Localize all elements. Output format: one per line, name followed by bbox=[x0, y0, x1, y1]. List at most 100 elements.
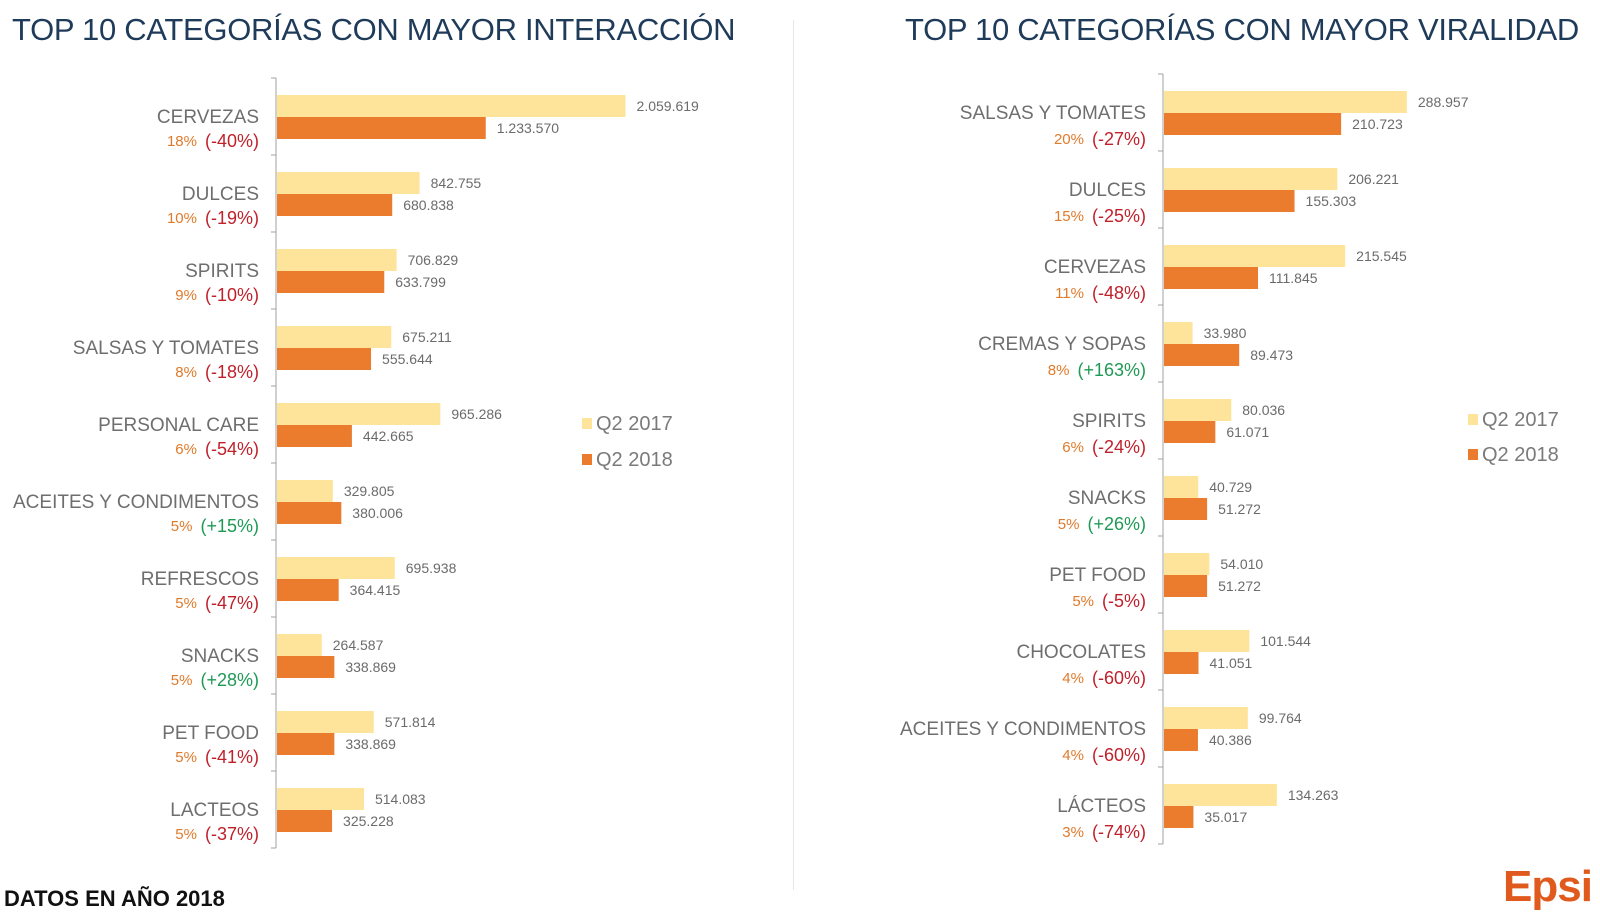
change-label: (-27%) bbox=[1092, 129, 1146, 149]
share-label: 18% bbox=[167, 133, 197, 150]
change-label: (-10%) bbox=[205, 285, 259, 305]
bar-q2-2018 bbox=[277, 656, 335, 678]
bar-q2-2018 bbox=[1164, 575, 1208, 597]
category-label: PET FOOD bbox=[162, 723, 259, 744]
legend-label-q2-2017: Q2 2017 bbox=[596, 413, 673, 435]
value-label-q2-2017: 33.980 bbox=[1204, 325, 1247, 341]
bar-q2-2018 bbox=[277, 502, 342, 524]
value-label-q2-2017: 675.211 bbox=[402, 329, 452, 345]
value-label-q2-2018: 51.272 bbox=[1218, 501, 1261, 517]
bar-q2-2017 bbox=[277, 788, 364, 810]
category-label: DULCES bbox=[1069, 180, 1146, 201]
legend-swatch-q2-2018 bbox=[582, 454, 592, 465]
share-label: 5% bbox=[171, 672, 193, 689]
bar-q2-2017 bbox=[277, 403, 441, 425]
share-label: 9% bbox=[175, 287, 197, 304]
category-label: ACEITES Y CONDIMENTOS bbox=[13, 492, 259, 513]
category-label: REFRESCOS bbox=[141, 569, 259, 590]
bar-q2-2017 bbox=[1164, 476, 1199, 498]
bar-q2-2017 bbox=[277, 95, 626, 117]
value-label-q2-2018: 380.006 bbox=[352, 505, 403, 521]
bar-q2-2018 bbox=[1164, 729, 1198, 751]
viralidad-bar-chart: 288.957 210.723 SALSAS Y TOMATES (-27%) 20% 2… bbox=[900, 73, 1559, 845]
share-label: 3% bbox=[1062, 824, 1084, 841]
bar-q2-2017 bbox=[1164, 322, 1193, 344]
category-label: LACTEOS bbox=[170, 800, 259, 821]
value-label-q2-2017: 329.805 bbox=[344, 483, 395, 499]
value-label-q2-2018: 338.869 bbox=[345, 736, 396, 752]
value-label-q2-2017: 206.221 bbox=[1348, 171, 1399, 187]
value-label-q2-2018: 633.799 bbox=[395, 274, 446, 290]
value-label-q2-2017: 40.729 bbox=[1209, 479, 1252, 495]
change-label: (-60%) bbox=[1092, 668, 1146, 688]
share-label: 6% bbox=[175, 441, 197, 458]
value-label-q2-2018: 155.303 bbox=[1306, 193, 1357, 209]
bar-q2-2017 bbox=[277, 557, 395, 579]
category-label: SALSAS Y TOMATES bbox=[960, 103, 1146, 124]
legend-swatch-q2-2018 bbox=[1468, 449, 1478, 460]
change-label: (+163%) bbox=[1077, 360, 1146, 380]
share-label: 20% bbox=[1054, 131, 1084, 148]
bar-q2-2018 bbox=[277, 194, 393, 216]
category-label: PET FOOD bbox=[1049, 565, 1146, 586]
bar-q2-2017 bbox=[1164, 91, 1407, 113]
category-label: CREMAS Y SOPAS bbox=[978, 334, 1146, 355]
bar-q2-2017 bbox=[277, 711, 374, 733]
value-label-q2-2017: 264.587 bbox=[333, 637, 384, 653]
chart-title-viralidad: TOP 10 CATEGORÍAS CON MAYOR VIRALIDAD bbox=[905, 12, 1579, 47]
legend-label-q2-2018: Q2 2018 bbox=[1482, 444, 1559, 466]
change-label: (-47%) bbox=[205, 593, 259, 613]
value-label-q2-2017: 571.814 bbox=[385, 714, 436, 730]
bar-q2-2017 bbox=[277, 172, 420, 194]
change-label: (+15%) bbox=[200, 516, 259, 536]
value-label-q2-2017: 695.938 bbox=[406, 560, 457, 576]
change-label: (+28%) bbox=[200, 670, 259, 690]
bar-q2-2018 bbox=[277, 271, 385, 293]
category-label: ACEITES Y CONDIMENTOS bbox=[900, 719, 1146, 740]
change-label: (+26%) bbox=[1087, 514, 1146, 534]
bar-q2-2018 bbox=[277, 425, 352, 447]
change-label: (-25%) bbox=[1092, 206, 1146, 226]
share-label: 5% bbox=[175, 826, 197, 843]
share-label: 6% bbox=[1062, 439, 1084, 456]
value-label-q2-2018: 680.838 bbox=[403, 197, 454, 213]
change-label: (-19%) bbox=[205, 208, 259, 228]
bar-q2-2018 bbox=[1164, 190, 1295, 212]
category-label: LÁCTEOS bbox=[1057, 796, 1146, 817]
value-label-q2-2018: 51.272 bbox=[1218, 578, 1261, 594]
change-label: (-48%) bbox=[1092, 283, 1146, 303]
category-label: SALSAS Y TOMATES bbox=[73, 338, 259, 359]
interaccion-bar-chart: 2.059.619 1.233.570 CERVEZAS (-40%) 18% 842.7… bbox=[13, 77, 699, 849]
share-label: 8% bbox=[1048, 362, 1070, 379]
share-label: 8% bbox=[175, 364, 197, 381]
share-label: 5% bbox=[175, 595, 197, 612]
value-label-q2-2018: 210.723 bbox=[1352, 116, 1403, 132]
category-label: CERVEZAS bbox=[1044, 257, 1146, 278]
footer-note: DATOS EN AÑO 2018 bbox=[4, 886, 225, 911]
share-label: 10% bbox=[167, 210, 197, 227]
value-label-q2-2018: 35.017 bbox=[1204, 809, 1247, 825]
share-label: 4% bbox=[1062, 747, 1084, 764]
bar-q2-2018 bbox=[1164, 652, 1199, 674]
bar-q2-2017 bbox=[277, 326, 392, 348]
bar-q2-2017 bbox=[1164, 553, 1210, 575]
legend-label-q2-2017: Q2 2017 bbox=[1482, 409, 1559, 431]
brand-logo: Epsi bbox=[1503, 862, 1593, 911]
share-label: 4% bbox=[1062, 670, 1084, 687]
value-label-q2-2018: 40.386 bbox=[1209, 732, 1252, 748]
value-label-q2-2018: 1.233.570 bbox=[497, 120, 559, 136]
category-label: CHOCOLATES bbox=[1016, 642, 1146, 663]
bar-q2-2017 bbox=[277, 480, 333, 502]
chart-title-interaccion: TOP 10 CATEGORÍAS CON MAYOR INTERACCIÓN bbox=[12, 12, 736, 47]
change-label: (-54%) bbox=[205, 439, 259, 459]
value-label-q2-2017: 101.544 bbox=[1260, 633, 1311, 649]
bar-q2-2017 bbox=[1164, 630, 1250, 652]
value-label-q2-2017: 288.957 bbox=[1418, 94, 1469, 110]
bar-q2-2017 bbox=[1164, 245, 1346, 267]
share-label: 5% bbox=[175, 749, 197, 766]
share-label: 15% bbox=[1054, 208, 1084, 225]
category-label: SPIRITS bbox=[185, 261, 259, 282]
value-label-q2-2017: 80.036 bbox=[1242, 402, 1285, 418]
share-label: 5% bbox=[171, 518, 193, 535]
value-label-q2-2018: 89.473 bbox=[1250, 347, 1293, 363]
